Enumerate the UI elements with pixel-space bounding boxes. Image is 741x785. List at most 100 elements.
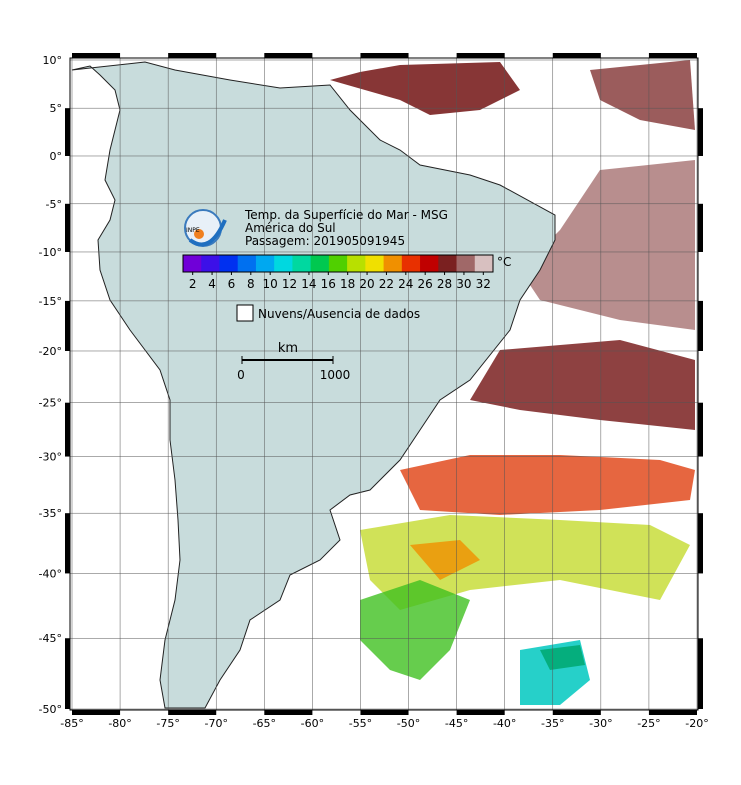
frame-stripe xyxy=(264,710,313,715)
y-tick-label: 0° xyxy=(50,150,63,163)
colorbar-cell xyxy=(237,255,257,272)
frame-stripe xyxy=(72,53,121,58)
frame-stripe xyxy=(65,203,70,252)
x-tick-label: -80° xyxy=(108,717,131,730)
colorbar-cell xyxy=(201,255,220,272)
colorbar-tick-label: 14 xyxy=(301,277,316,291)
colorbar-tick-label: 16 xyxy=(321,277,336,291)
colorbar-cell xyxy=(292,255,312,272)
y-tick-label: -20° xyxy=(39,345,62,358)
logo-text: INPE xyxy=(186,227,200,234)
x-tick-label: -85° xyxy=(60,717,83,730)
frame-stripe xyxy=(648,53,697,58)
frame-stripe xyxy=(552,710,601,715)
y-tick-label: 10° xyxy=(43,54,63,67)
title: Temp. da Superfície do Mar - MSG xyxy=(244,208,448,222)
scale-label: 1000 xyxy=(320,368,351,382)
colorbar-cell xyxy=(401,255,421,272)
frame-stripe xyxy=(360,710,409,715)
colorbar-tick-label: 30 xyxy=(456,277,471,291)
y-tick-label: 5° xyxy=(50,102,63,115)
x-tick-label: -25° xyxy=(637,717,660,730)
x-tick-label: -75° xyxy=(156,717,179,730)
frame-stripe xyxy=(168,710,217,715)
x-tick-label: -65° xyxy=(253,717,276,730)
colorbar-cell xyxy=(183,255,202,272)
y-tick-label: -10° xyxy=(39,246,62,259)
colorbar-tick-label: 26 xyxy=(418,277,433,291)
y-tick-label: -35° xyxy=(39,507,62,520)
colorbar-cell xyxy=(365,255,385,272)
frame-stripe xyxy=(698,203,703,252)
frame-stripe xyxy=(648,710,697,715)
frame-stripe xyxy=(698,402,703,457)
colorbar-tick-label: 6 xyxy=(228,277,236,291)
colorbar-tick-label: 12 xyxy=(282,277,297,291)
y-tick-label: -30° xyxy=(39,451,62,464)
colorbar-cell xyxy=(383,255,403,272)
x-tick-label: -55° xyxy=(349,717,372,730)
colorbar-cell xyxy=(347,255,366,272)
colorbar-cell xyxy=(438,255,458,272)
logo: INPE xyxy=(184,209,227,247)
frame-stripe xyxy=(552,53,601,58)
y-tick-label: -40° xyxy=(39,567,62,580)
colorbar-tick-label: 28 xyxy=(437,277,452,291)
graticule xyxy=(70,58,698,710)
y-tick-label: -5° xyxy=(46,198,62,211)
frame-stripe xyxy=(65,300,70,351)
colorbar-tick-label: 18 xyxy=(340,277,355,291)
y-tick-label: -25° xyxy=(39,397,62,410)
legend-swatch xyxy=(236,304,254,322)
x-tick-label: -30° xyxy=(589,717,612,730)
colorbar-cell xyxy=(274,255,293,272)
frame-stripe xyxy=(65,638,70,709)
x-tick-label: -45° xyxy=(445,717,468,730)
x-tick-label: -70° xyxy=(204,717,227,730)
frame-stripe xyxy=(264,53,313,58)
frame-stripe xyxy=(65,402,70,457)
colorbar-cell xyxy=(310,255,330,272)
frame-stripe xyxy=(360,53,409,58)
colorbar-tick-label: 8 xyxy=(247,277,255,291)
region: América do Sul xyxy=(245,221,336,235)
y-tick-label: -45° xyxy=(39,632,62,645)
x-tick-label: -35° xyxy=(541,717,564,730)
colorbar-tick-label: 20 xyxy=(359,277,374,291)
x-tick-label: -40° xyxy=(493,717,516,730)
colorbar-tick-label: 24 xyxy=(398,277,413,291)
scale-label: 0 xyxy=(237,368,245,382)
colorbar-cell xyxy=(420,255,439,272)
scale-bar: km 0 1000 xyxy=(237,341,350,382)
colorbar-tick-label: 22 xyxy=(379,277,394,291)
colorbar-frame xyxy=(182,254,494,273)
y-tick-label: -15° xyxy=(39,295,62,308)
x-tick-label: -60° xyxy=(301,717,324,730)
pass-time: Passagem: 201905091945 xyxy=(245,234,405,248)
frame-stripe xyxy=(698,300,703,351)
frame-stripe xyxy=(698,638,703,709)
axes: -85° -80° -75° -70° -65° -60° -55° -50° -45° -40°… xyxy=(39,54,709,730)
colorbar-cell xyxy=(474,255,494,272)
scale-unit: km xyxy=(278,341,298,356)
colorbar-cell xyxy=(328,255,348,272)
colorbar-tick-label: 4 xyxy=(208,277,216,291)
frame-stripe xyxy=(168,53,217,58)
frame-stripe xyxy=(65,108,70,156)
colorbar: 2 4 6 8 10 12 14 16 18 20 22 24 26 28 30 32 xyxy=(182,254,494,291)
colorbar-tick-label: 2 xyxy=(189,277,197,291)
x-tick-label: -50° xyxy=(397,717,420,730)
frame-stripe xyxy=(456,53,505,58)
x-tick-label: -20° xyxy=(685,717,708,730)
frame-stripe xyxy=(698,108,703,156)
colorbar-unit: °C xyxy=(497,255,511,269)
sst-field xyxy=(330,60,695,705)
y-tick-label: -50° xyxy=(39,703,62,716)
frame-stripe xyxy=(456,710,505,715)
colorbar-tick-label: 32 xyxy=(476,277,491,291)
colorbar-tick-label: 10 xyxy=(263,277,278,291)
frame-stripe xyxy=(65,513,70,574)
colorbar-cell xyxy=(255,255,275,272)
frame-stripe xyxy=(72,710,121,715)
